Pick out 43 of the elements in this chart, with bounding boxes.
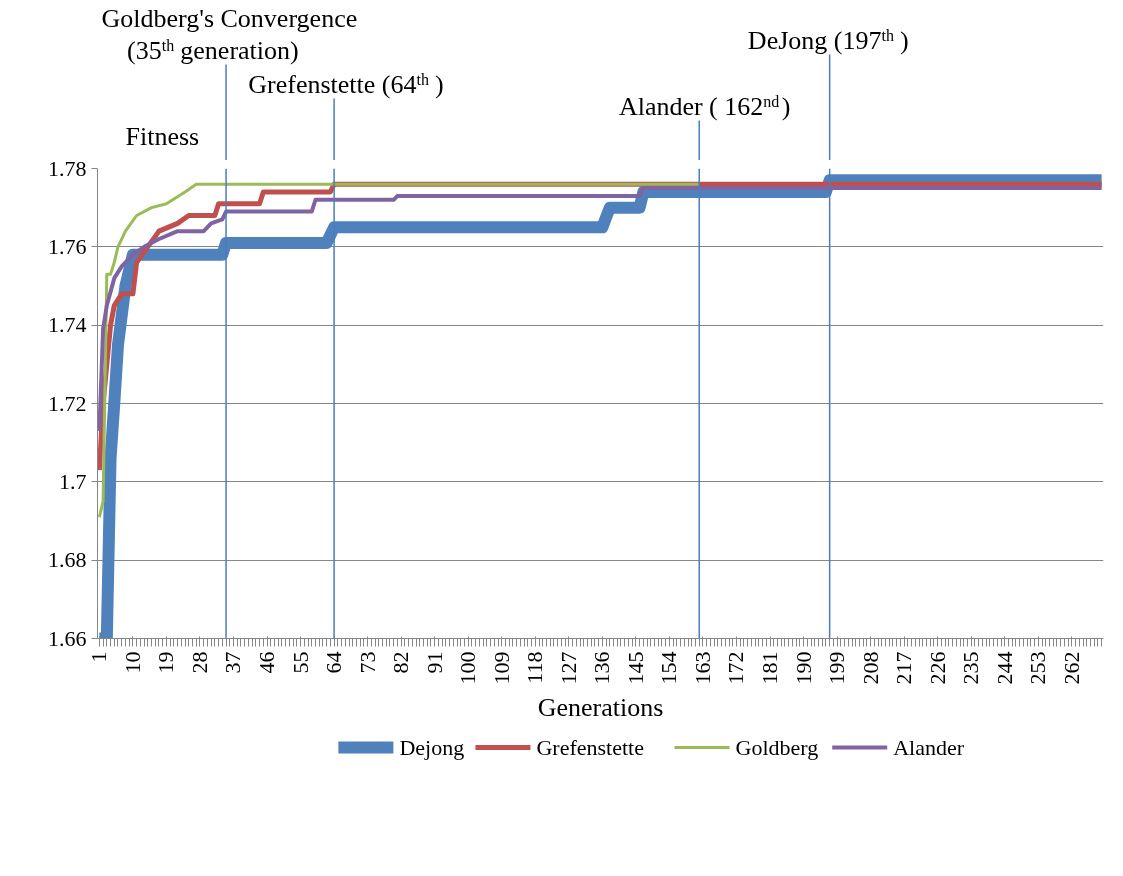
x-tick-label: 82 xyxy=(388,651,414,674)
y-tick-label: 1.76 xyxy=(48,233,87,259)
x-tick-label: 37 xyxy=(220,651,246,674)
x-tick-label: 10 xyxy=(119,651,145,674)
x-tick-label: 55 xyxy=(287,651,313,674)
x-tick-label: 100 xyxy=(455,651,481,685)
y-tick-label: 1.78 xyxy=(48,155,87,181)
x-tick-label: 181 xyxy=(757,651,783,685)
x-tick-label: 46 xyxy=(254,651,280,674)
legend-label: Grefenstette xyxy=(536,735,644,760)
legend-label: Alander xyxy=(893,735,965,760)
x-tick-label: 109 xyxy=(488,651,514,685)
x-tick-label: 127 xyxy=(555,651,581,685)
x-tick-label: 1 xyxy=(86,651,112,663)
x-tick-label: 226 xyxy=(924,651,950,685)
y-tick-label: 1.7 xyxy=(59,468,87,494)
x-tick-label: 19 xyxy=(153,651,179,674)
x-tick-label: 244 xyxy=(991,651,1017,685)
x-tick-label: 190 xyxy=(790,651,816,685)
x-tick-label: 73 xyxy=(354,651,380,674)
legend-label: Dejong xyxy=(399,735,465,760)
legend-label: Goldberg xyxy=(735,735,819,760)
x-tick-label: 235 xyxy=(958,651,984,685)
x-axis-title: Generations xyxy=(537,692,664,722)
x-tick-label: 28 xyxy=(186,651,212,674)
x-tick-label: 145 xyxy=(622,651,648,685)
y-tick-label: 1.72 xyxy=(48,390,87,416)
x-tick-label: 136 xyxy=(589,651,615,685)
x-tick-label: 172 xyxy=(723,651,749,685)
y-tick-label: 1.66 xyxy=(48,625,87,651)
x-tick-label: 253 xyxy=(1025,651,1051,685)
x-tick-label: 163 xyxy=(689,651,715,685)
x-tick-label: 91 xyxy=(421,651,447,674)
x-tick-label: 154 xyxy=(656,651,682,685)
y-tick-label: 1.68 xyxy=(48,547,87,573)
y-axis-title: Fitness xyxy=(125,121,200,151)
y-tick-label: 1.74 xyxy=(48,312,87,338)
x-tick-label: 199 xyxy=(824,651,850,685)
x-tick-label: 64 xyxy=(321,651,347,674)
x-tick-label: 262 xyxy=(1058,651,1084,685)
x-tick-label: 208 xyxy=(857,651,883,685)
x-tick-label: 118 xyxy=(522,651,548,684)
x-tick-label: 217 xyxy=(891,651,917,685)
